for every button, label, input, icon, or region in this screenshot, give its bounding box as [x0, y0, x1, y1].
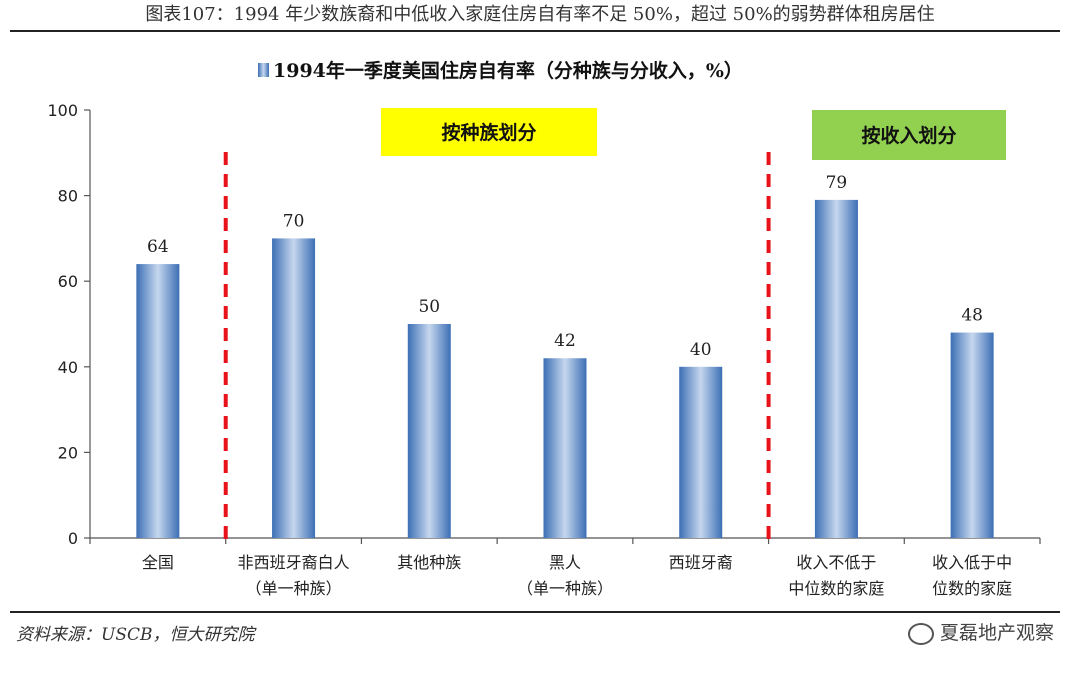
y-tick-label: 100: [47, 101, 78, 120]
bottom-rule: [10, 611, 1060, 613]
data-label: 48: [961, 306, 983, 326]
legend-label: 1994年一季度美国住房自有率（分种族与分收入，%）: [273, 59, 743, 82]
bar: [814, 199, 858, 538]
data-label: 50: [418, 297, 440, 317]
y-tick-label: 20: [58, 443, 78, 462]
y-tick-label: 80: [58, 187, 78, 206]
data-label: 42: [554, 331, 576, 351]
category-label: 西班牙裔: [669, 553, 733, 572]
legend-swatch: [258, 63, 269, 77]
category-label: 全国: [142, 553, 174, 572]
bar: [543, 358, 587, 538]
category-label: （单一种族）: [246, 579, 342, 598]
category-label: 黑人: [549, 553, 581, 572]
category-label: 中位数的家庭: [788, 579, 884, 598]
bar: [407, 324, 451, 538]
data-label: 40: [690, 340, 712, 360]
category-label: 位数的家庭: [932, 579, 1012, 598]
chart-legend: 1994年一季度美国住房自有率（分种族与分收入，%）: [258, 59, 743, 82]
category-label: 非西班牙裔白人: [238, 553, 350, 572]
watermark: 夏磊地产观察: [907, 618, 1054, 645]
data-label: 70: [283, 211, 305, 231]
source-note: 资料来源：USCB，恒大研究院: [16, 625, 255, 645]
top-rule: [10, 30, 1060, 32]
data-label: 64: [147, 237, 169, 257]
bar: [272, 238, 316, 538]
group-annotation-box: [381, 108, 597, 156]
y-tick-label: 40: [58, 358, 78, 377]
group-annotation-label: 按收入划分: [861, 124, 956, 147]
category-label: 收入不低于: [796, 553, 876, 572]
watermark-text: 夏磊地产观察: [939, 622, 1054, 644]
category-label: （单一种族）: [517, 579, 613, 598]
group-annotation-box: [812, 110, 1006, 160]
bar: [950, 332, 994, 538]
wechat-icon: [907, 622, 934, 645]
y-tick-label: 60: [58, 272, 78, 291]
y-tick-label: 0: [68, 529, 78, 548]
bar: [679, 366, 723, 538]
group-annotation-label: 按种族划分: [441, 121, 536, 144]
bar-chart: 1994年一季度美国住房自有率（分种族与分收入，%） 按种族划分 按收入划分 0 2…: [47, 59, 1041, 598]
data-label: 79: [826, 173, 848, 193]
category-label: 收入低于中: [932, 553, 1012, 572]
figure-title: 图表107：1994 年少数族裔和中低收入家庭住房自有率不足 50%，超过 50…: [145, 4, 935, 25]
category-label: 其他种族: [397, 553, 461, 572]
bar: [136, 264, 180, 538]
